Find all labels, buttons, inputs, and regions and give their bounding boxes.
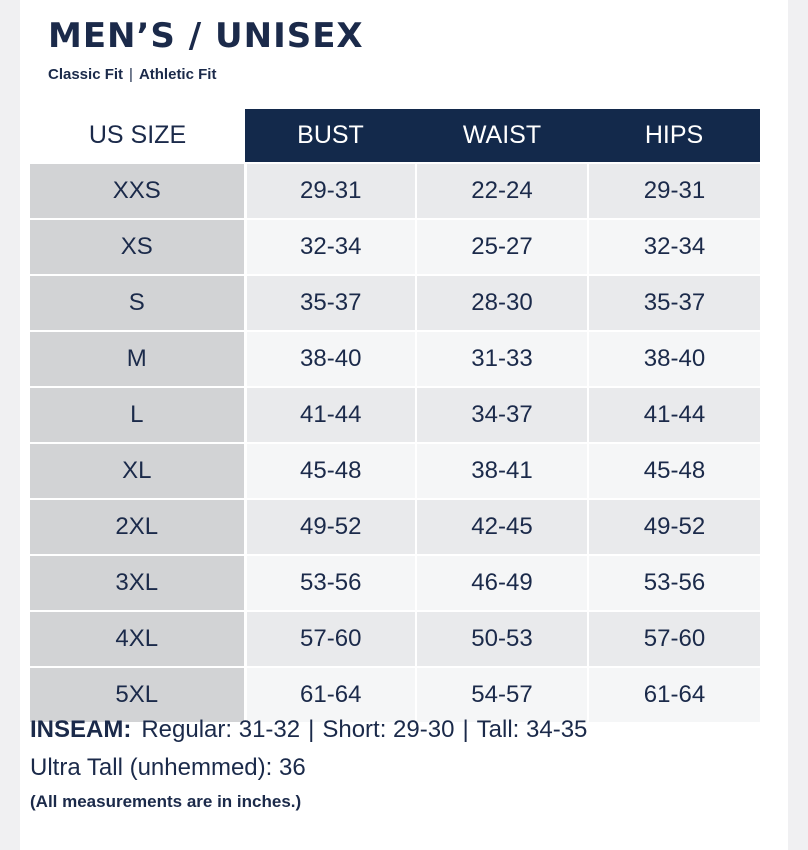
waist-cell: 54-57 xyxy=(415,666,589,722)
size-cell: 2XL xyxy=(30,498,247,555)
table-row: 5XL 61-64 54-57 61-64 xyxy=(30,666,760,722)
bust-cell: 57-60 xyxy=(245,610,416,667)
waist-cell: 46-49 xyxy=(415,554,589,611)
hips-cell: 41-44 xyxy=(588,386,760,443)
ultra-tall-line: Ultra Tall (unhemmed): 36 xyxy=(30,754,306,781)
header-hips: HIPS xyxy=(588,109,760,163)
inseam-label: INSEAM: xyxy=(30,716,132,743)
fit-classic: Classic Fit xyxy=(48,66,124,83)
table-row: XS 32-34 25-27 32-34 xyxy=(30,218,760,275)
bust-cell: 29-31 xyxy=(245,162,416,219)
table-row: 4XL 57-60 50-53 57-60 xyxy=(30,610,760,667)
bust-cell: 61-64 xyxy=(245,666,416,722)
bust-cell: 41-44 xyxy=(245,386,416,443)
size-cell: XS xyxy=(30,218,247,275)
hips-cell: 32-34 xyxy=(588,218,760,275)
fit-separator: | xyxy=(129,66,133,83)
table-row: L 41-44 34-37 41-44 xyxy=(30,386,760,443)
header-bust: BUST xyxy=(245,109,416,163)
table-header-row: US SIZE BUST WAIST HIPS xyxy=(30,109,760,163)
hips-cell: 49-52 xyxy=(588,498,760,555)
hips-cell: 45-48 xyxy=(588,442,760,499)
waist-cell: 22-24 xyxy=(415,162,589,219)
waist-cell: 31-33 xyxy=(415,330,589,387)
fit-types: Classic Fit | Athletic Fit xyxy=(48,66,216,83)
bust-cell: 45-48 xyxy=(245,442,416,499)
bust-cell: 53-56 xyxy=(245,554,416,611)
hips-cell: 57-60 xyxy=(588,610,760,667)
hips-cell: 53-56 xyxy=(588,554,760,611)
waist-cell: 34-37 xyxy=(415,386,589,443)
inseam-short: Short: 29-30 xyxy=(322,716,455,743)
header-waist: WAIST xyxy=(416,109,588,163)
inseam-line: INSEAM: Regular: 31-32 | Short: 29-30 | Tall:… xyxy=(30,716,587,744)
fit-athletic: Athletic Fit xyxy=(138,66,217,83)
hips-cell: 29-31 xyxy=(588,162,760,219)
size-cell: M xyxy=(30,330,247,387)
inseam-separator: | xyxy=(308,716,315,743)
waist-cell: 28-30 xyxy=(415,274,589,331)
page-title: MEN’S / UNISEX xyxy=(48,16,364,56)
hips-cell: 61-64 xyxy=(588,666,760,722)
inseam-regular: Regular: 31-32 xyxy=(141,716,301,743)
size-cell: L xyxy=(30,386,247,443)
waist-cell: 42-45 xyxy=(415,498,589,555)
size-cell: S xyxy=(30,274,247,331)
header-us-size: US SIZE xyxy=(30,109,245,163)
bust-cell: 38-40 xyxy=(245,330,416,387)
size-cell: 3XL xyxy=(30,554,247,611)
table-row: XL 45-48 38-41 45-48 xyxy=(30,442,760,499)
table-row: S 35-37 28-30 35-37 xyxy=(30,274,760,331)
bust-cell: 32-34 xyxy=(245,218,416,275)
table-row: M 38-40 31-33 38-40 xyxy=(30,330,760,387)
hips-cell: 35-37 xyxy=(588,274,760,331)
table-row: XXS 29-31 22-24 29-31 xyxy=(30,162,760,219)
inseam-separator: | xyxy=(462,716,469,743)
table-row: 3XL 53-56 46-49 53-56 xyxy=(30,554,760,611)
measurement-note: (All measurements are in inches.) xyxy=(30,792,302,811)
bust-cell: 35-37 xyxy=(245,274,416,331)
size-cell: 5XL xyxy=(30,666,247,722)
size-cell: XL xyxy=(30,442,247,499)
size-table: US SIZE BUST WAIST HIPS XXS 29-31 22-24 … xyxy=(30,109,760,722)
hips-cell: 38-40 xyxy=(588,330,760,387)
size-chart-sheet: MEN’S / UNISEX Classic Fit | Athletic Fit … xyxy=(20,0,788,850)
table-row: 2XL 49-52 42-45 49-52 xyxy=(30,498,760,555)
size-cell: 4XL xyxy=(30,610,247,667)
size-cell: XXS xyxy=(30,162,247,219)
waist-cell: 50-53 xyxy=(415,610,589,667)
waist-cell: 38-41 xyxy=(415,442,589,499)
inseam-tall: Tall: 34-35 xyxy=(476,716,588,743)
waist-cell: 25-27 xyxy=(415,218,589,275)
bust-cell: 49-52 xyxy=(245,498,416,555)
